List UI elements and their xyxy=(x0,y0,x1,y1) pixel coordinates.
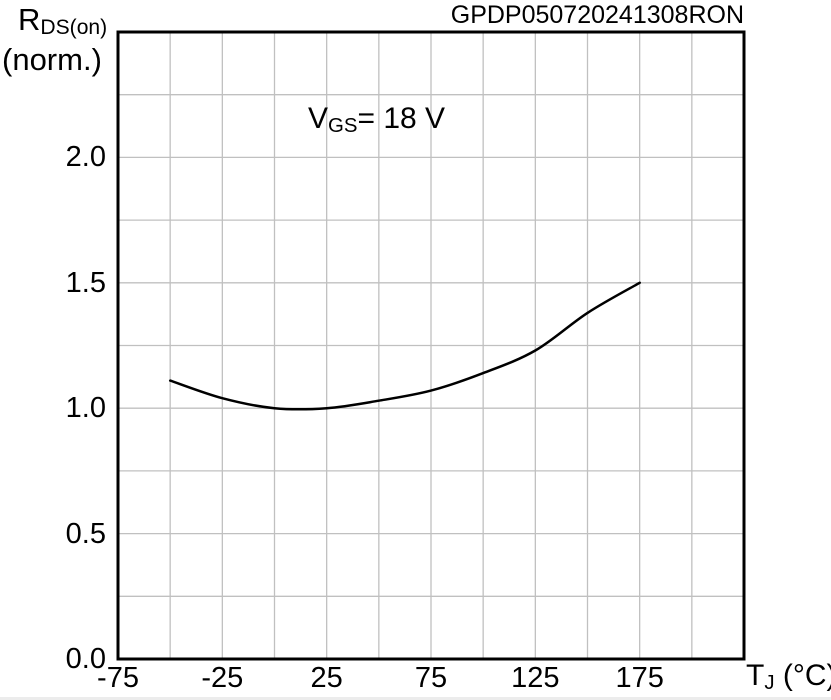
vgs-symbol: V xyxy=(308,102,329,135)
x-tick-label: -25 xyxy=(201,662,244,694)
x-tick-label: 25 xyxy=(310,662,343,694)
rdson-curve xyxy=(168,281,641,411)
plot-border xyxy=(116,30,746,661)
plot-id-watermark: GPDP050720241308RON xyxy=(450,1,744,29)
x-axis-symbol: T xyxy=(746,659,765,692)
y-tick-label: 2.0 xyxy=(65,141,106,174)
y-axis-title: RDS(on) (norm.) xyxy=(2,2,107,78)
y-tick-label: 1.5 xyxy=(65,266,106,299)
x-axis-subscript: J xyxy=(764,671,775,694)
y-axis-subscript: DS(on) xyxy=(40,15,108,39)
x-tick-label: 175 xyxy=(615,662,664,694)
y-tick-label: 0.5 xyxy=(65,517,106,550)
x-tick-label: -75 xyxy=(97,662,139,694)
x-tick-label: 125 xyxy=(511,662,560,694)
y-tick-label: 0.0 xyxy=(65,643,106,675)
y-tick-label: 1.0 xyxy=(65,392,106,425)
y-axis-symbol: R xyxy=(18,2,41,37)
y-axis-title-line1: RDS(on) xyxy=(2,2,107,42)
x-axis-title: TJ (°C) xyxy=(746,659,831,696)
window-bottom-edge xyxy=(0,697,831,700)
vgs-value: = 18 V xyxy=(357,102,446,135)
vgs-annotation: VGS= 18 V xyxy=(308,102,445,139)
y-axis-title-line2: (norm.) xyxy=(2,42,102,77)
x-axis-unit: (°C) xyxy=(774,659,831,692)
x-tick-label: 75 xyxy=(414,662,448,694)
vgs-subscript: GS xyxy=(328,114,358,137)
